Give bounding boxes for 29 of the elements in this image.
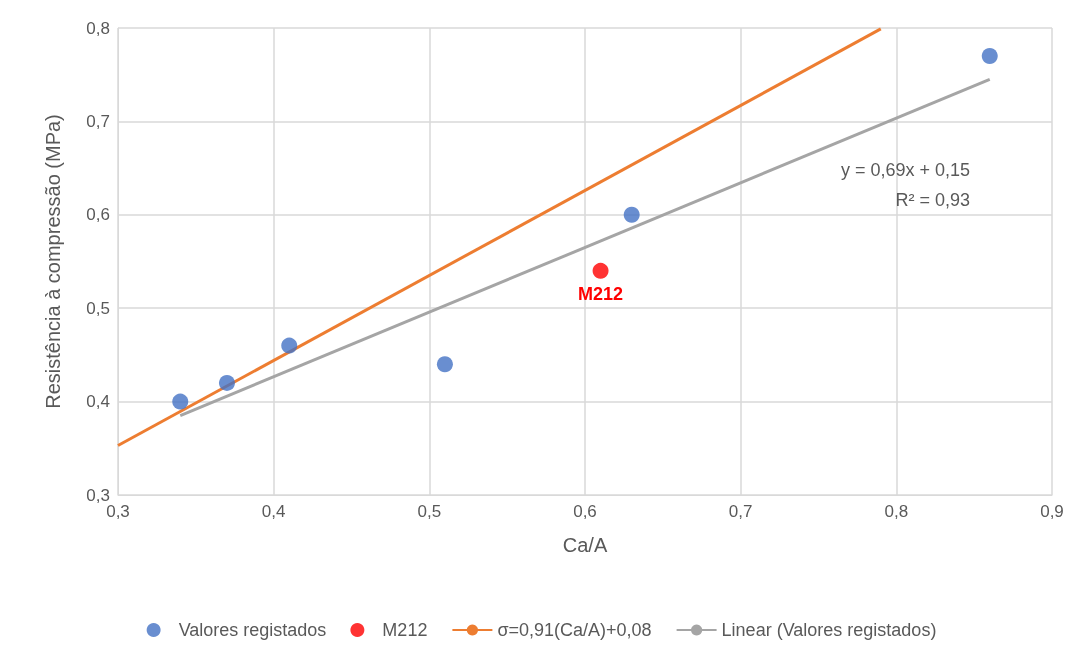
x-tick-label: 0,7 [728, 502, 753, 521]
legend-label: Valores registados [178, 620, 327, 640]
legend-label: M212 [382, 620, 428, 640]
legend-label: Linear (Valores registados) [721, 620, 937, 640]
point [218, 374, 235, 391]
x-tick-label: 0,9 [1040, 502, 1064, 521]
y-tick-label: 0,8 [86, 18, 110, 38]
y-tick-label: 0,4 [86, 392, 110, 412]
x-tick-label: 0,5 [417, 502, 442, 521]
x-tick-label: 0,3 [106, 502, 130, 521]
x-tick-label: 0,4 [261, 502, 286, 521]
annotation: M212 [578, 283, 624, 304]
annotation: R² = 0,93 [895, 190, 971, 210]
x-tick-label: 0,6 [573, 502, 597, 521]
point [592, 262, 609, 279]
y-tick-label: 0,3 [86, 485, 110, 505]
y-tick-label: 0,6 [86, 205, 110, 225]
y-axis-title: Resistência à compressão (MPa) [42, 114, 64, 409]
x-axis-title: Ca/A [562, 534, 608, 556]
legend-label: σ=0,91(Ca/A)+0,08 [497, 620, 652, 640]
point [172, 393, 189, 410]
annotation: y = 0,69x + 0,15 [840, 160, 970, 180]
point [281, 337, 298, 354]
point [623, 206, 640, 223]
y-tick-label: 0,7 [86, 111, 110, 131]
point [981, 48, 998, 65]
y-tick-label: 0,5 [86, 298, 110, 318]
point [436, 356, 453, 373]
x-tick-label: 0,8 [884, 502, 909, 521]
